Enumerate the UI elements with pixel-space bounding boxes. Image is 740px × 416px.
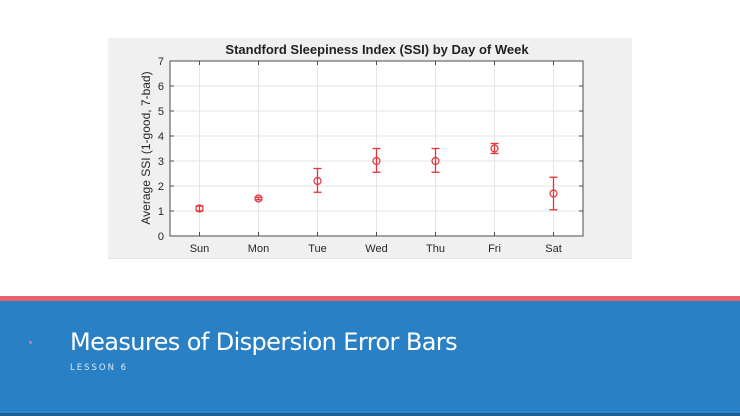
x-tick-label: Wed [365,243,387,255]
slide-title: Measures of Dispersion Error Bars [70,328,458,356]
error-bar-point [372,147,381,173]
y-tick-label: 7 [158,56,164,68]
x-tick-label: Tue [308,243,327,255]
y-tick-label: 1 [158,206,164,218]
slide-subtitle: LESSON 6 [70,363,129,373]
x-axis-ticks: Sun Mon Tue Wed Thu Fri Sat [190,61,562,255]
y-axis-ticks: 0 1 2 3 4 5 6 7 [158,56,583,243]
y-tick-label: 3 [158,156,164,168]
band-divider [0,411,740,413]
error-bar-point [431,147,440,173]
x-tick-label: Sat [545,243,562,255]
bullet-dot-icon [29,341,32,344]
x-tick-label: Sun [190,243,210,255]
plot-frame [169,60,584,237]
y-axis-label: Average SSI (1-good, 7-bad) [139,71,153,224]
y-tick-label: 4 [158,131,164,143]
slide-content-area: Standford Sleepiness Index (SSI) by Day … [108,38,632,258]
data-series [195,142,558,213]
y-tick-label: 6 [158,81,164,93]
chart-title: Standford Sleepiness Index (SSI) by Day … [225,42,529,57]
title-band: Measures of Dispersion Error Bars LESSON… [0,301,740,416]
band-bottom-edge [0,413,740,416]
error-bar-point [195,204,204,213]
x-tick-label: Thu [426,243,445,255]
accent-stripe [0,296,740,301]
y-tick-label: 5 [158,106,164,118]
errorbar-chart: Standford Sleepiness Index (SSI) by Day … [139,42,584,255]
x-tick-label: Mon [248,243,269,255]
error-bar-point [313,167,322,193]
y-tick-label: 0 [158,231,164,243]
error-bar-point [549,176,558,211]
error-bar-point [490,142,499,155]
error-bar-point [254,194,263,203]
x-tick-label: Fri [488,243,501,255]
chart-figure: Standford Sleepiness Index (SSI) by Day … [108,38,632,258]
y-tick-label: 2 [158,181,164,193]
